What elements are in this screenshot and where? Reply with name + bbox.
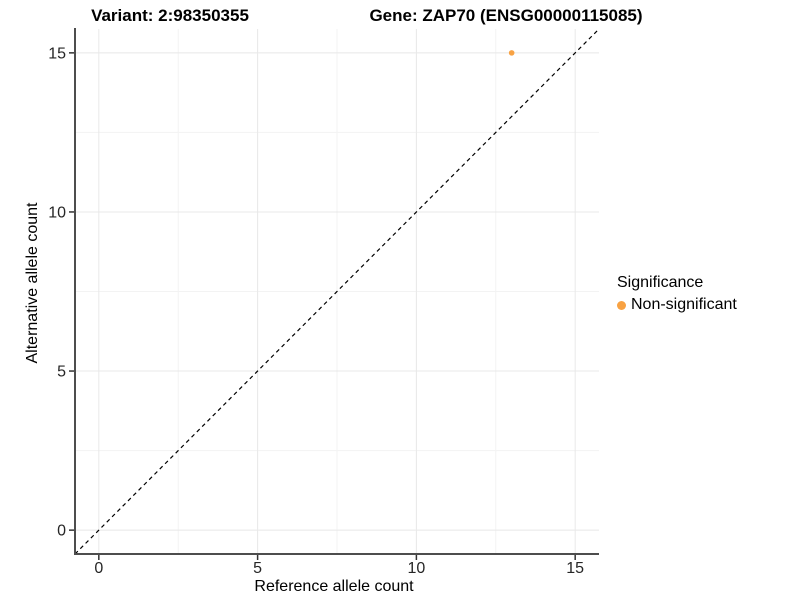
legend: Significance Non-significant — [617, 273, 737, 315]
y-tick-label: 15 — [48, 45, 66, 62]
legend-point-swatch-icon — [617, 300, 626, 310]
y-tick-label: 0 — [57, 523, 66, 540]
y-axis-title: Alternative allele count — [24, 202, 41, 364]
gene-title: Gene: ZAP70 (ENSG00000115085) — [369, 6, 643, 25]
x-axis-title: Reference allele count — [254, 578, 414, 595]
legend-title: Significance — [617, 274, 704, 291]
x-tick-label: 15 — [566, 560, 584, 577]
x-tick-label: 0 — [94, 560, 103, 577]
data-point — [508, 50, 515, 56]
x-tick-label: 10 — [407, 560, 425, 577]
y-tick-label: 10 — [48, 204, 66, 221]
legend-item-non-significant: Non-significant — [617, 295, 737, 315]
x-tick-label: 5 — [253, 560, 262, 577]
legend-item-label: Non-significant — [631, 296, 737, 313]
y-tick-label: 5 — [57, 364, 66, 381]
identity-reference-line — [74, 28, 600, 555]
variant-title: Variant: 2:98350355 — [91, 6, 249, 25]
